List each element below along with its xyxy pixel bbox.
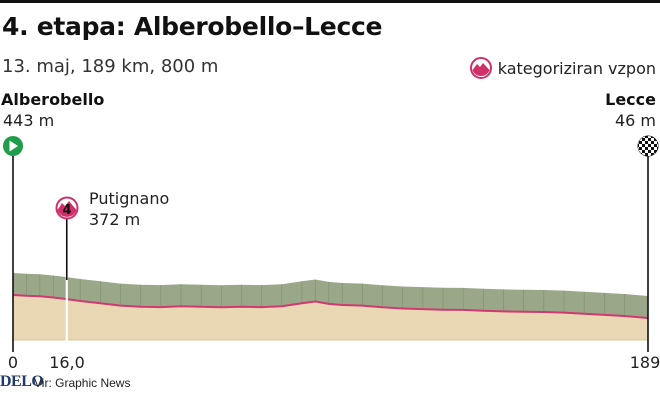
source-credit: Vir: Graphic News: [34, 376, 131, 390]
waypoint-altitude: 372 m: [89, 210, 141, 229]
start-name: Alberobello: [1, 90, 105, 109]
play-icon: [3, 136, 23, 156]
legend-label: kategoriziran vzpon: [497, 58, 656, 78]
start-altitude: 443 m: [3, 111, 55, 130]
road-line: [12, 294, 649, 319]
checkered-flag-icon: [637, 135, 659, 157]
waypoint-name: Putignano: [89, 189, 170, 208]
delo-logo: DELO: [0, 373, 44, 390]
km-label-finish: 189: [630, 353, 660, 372]
profile-top-band: [13, 273, 648, 318]
legend: kategoriziran vzpon: [469, 57, 656, 79]
finish-altitude: 46 m: [614, 111, 656, 130]
km-label-waypoint: 16,0: [49, 353, 85, 372]
mountain-icon: [469, 57, 492, 79]
climb-category-badge: 4: [55, 196, 79, 220]
top-rule: [0, 0, 660, 3]
climb-category: 4: [62, 203, 71, 218]
finish-name: Lecce: [605, 90, 656, 109]
km-label-start: 0: [8, 353, 18, 372]
page-title: 4. etapa: Alberobello–Lecce: [2, 12, 383, 41]
profile-area: [13, 295, 648, 340]
stage-subtitle: 13. maj, 189 km, 800 m: [2, 56, 219, 77]
